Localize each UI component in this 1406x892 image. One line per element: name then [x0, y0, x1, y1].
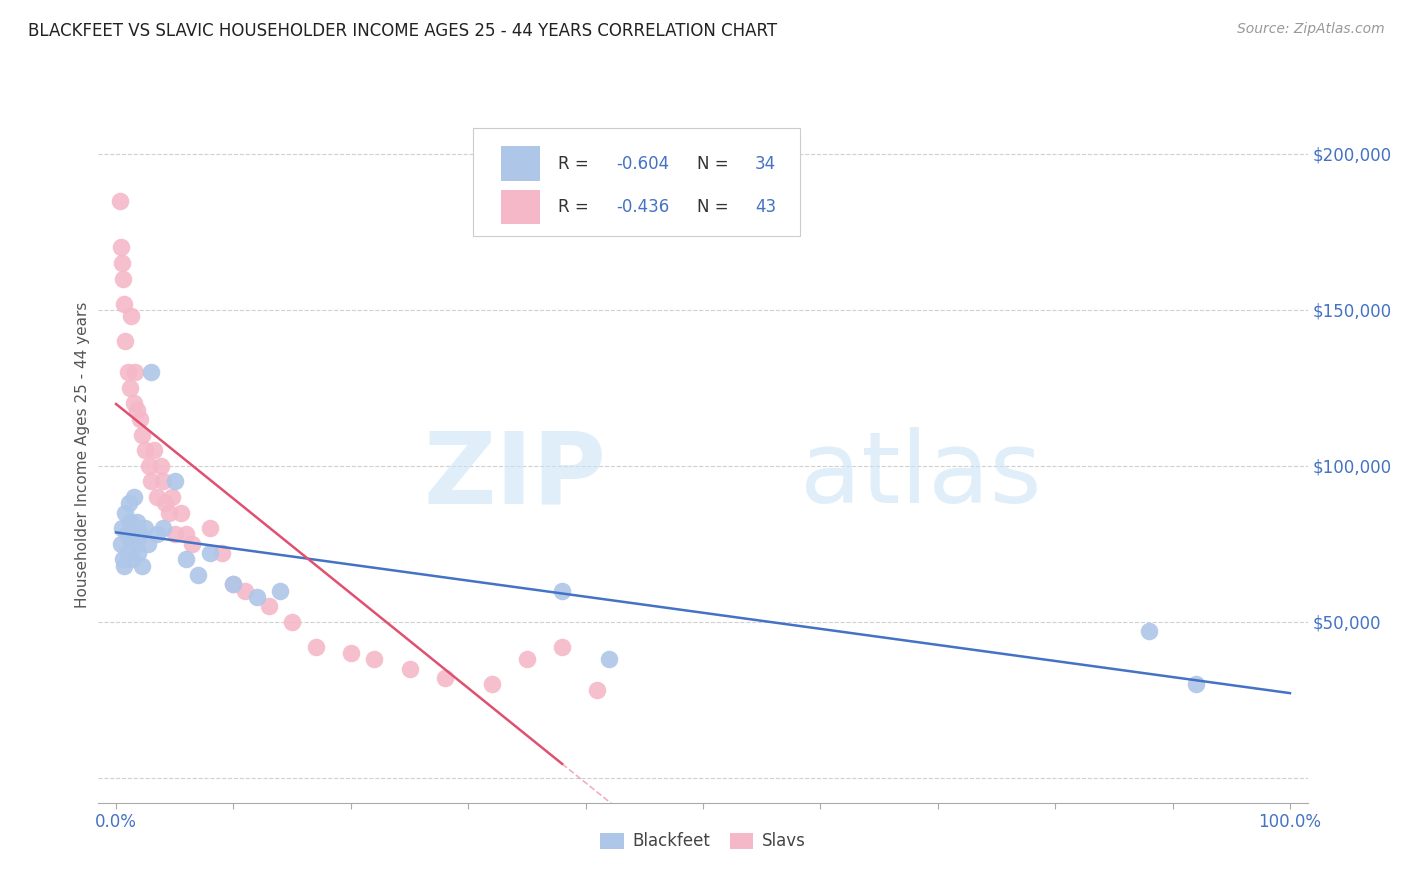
Point	[125, 537, 148, 551]
Text: N =: N =	[697, 198, 734, 216]
Point	[1137, 624, 1160, 639]
Point	[120, 515, 142, 529]
Text: R =: R =	[558, 154, 593, 173]
Point	[222, 577, 245, 591]
Point	[138, 458, 160, 473]
Point	[551, 640, 574, 654]
Point	[120, 381, 142, 395]
Text: atlas: atlas	[800, 427, 1042, 524]
Point	[112, 552, 135, 566]
Point	[128, 527, 150, 541]
Point	[111, 256, 134, 270]
FancyBboxPatch shape	[501, 190, 540, 225]
Point	[131, 558, 153, 573]
Text: Source: ZipAtlas.com: Source: ZipAtlas.com	[1237, 22, 1385, 37]
Point	[281, 615, 304, 629]
Point	[162, 490, 184, 504]
Text: 43: 43	[755, 198, 776, 216]
Point	[155, 496, 177, 510]
Text: ZIP: ZIP	[423, 427, 606, 524]
Point	[176, 527, 198, 541]
Point	[152, 475, 174, 489]
Point	[114, 506, 136, 520]
Point	[146, 527, 169, 541]
Point	[363, 652, 385, 666]
Point	[122, 490, 145, 504]
Point	[115, 527, 138, 541]
Point	[108, 194, 131, 208]
Point	[586, 683, 609, 698]
Text: 34: 34	[755, 154, 776, 173]
Point	[120, 533, 142, 548]
FancyBboxPatch shape	[501, 146, 540, 181]
Point	[152, 521, 174, 535]
Point	[122, 396, 145, 410]
Point	[120, 309, 142, 323]
Point	[131, 427, 153, 442]
Text: R =: R =	[558, 198, 593, 216]
Point	[111, 521, 134, 535]
Point	[163, 527, 186, 541]
Point	[340, 646, 363, 660]
Point	[257, 599, 280, 614]
Point	[112, 271, 135, 285]
Point	[141, 475, 163, 489]
Text: BLACKFEET VS SLAVIC HOUSEHOLDER INCOME AGES 25 - 44 YEARS CORRELATION CHART: BLACKFEET VS SLAVIC HOUSEHOLDER INCOME A…	[28, 22, 778, 40]
Point	[112, 558, 135, 573]
Legend: Blackfeet, Slavs: Blackfeet, Slavs	[593, 826, 813, 857]
Point	[211, 546, 233, 560]
Text: -0.604: -0.604	[616, 154, 669, 173]
Point	[433, 671, 456, 685]
Point	[127, 402, 149, 417]
Point	[114, 334, 136, 348]
Y-axis label: Householder Income Ages 25 - 44 years: Householder Income Ages 25 - 44 years	[75, 301, 90, 608]
Point	[112, 296, 135, 310]
Point	[124, 365, 146, 379]
Point	[117, 365, 139, 379]
Point	[187, 568, 209, 582]
Point	[598, 652, 620, 666]
Point	[181, 537, 204, 551]
Point	[128, 412, 150, 426]
Text: N =: N =	[697, 154, 734, 173]
Point	[163, 475, 186, 489]
Point	[134, 443, 156, 458]
Point	[222, 577, 245, 591]
Point	[117, 546, 139, 560]
Point	[551, 583, 574, 598]
Text: -0.436: -0.436	[616, 198, 669, 216]
Point	[481, 677, 503, 691]
Point	[136, 537, 159, 551]
Point	[110, 240, 132, 254]
Point	[516, 652, 538, 666]
Point	[110, 537, 132, 551]
Point	[198, 521, 221, 535]
Point	[304, 640, 326, 654]
FancyBboxPatch shape	[474, 128, 800, 235]
Point	[121, 552, 143, 566]
Point	[141, 365, 163, 379]
Point	[142, 443, 165, 458]
Point	[124, 521, 146, 535]
Point	[149, 458, 172, 473]
Point	[134, 521, 156, 535]
Point	[127, 546, 149, 560]
Point	[233, 583, 256, 598]
Point	[269, 583, 291, 598]
Point	[157, 506, 180, 520]
Point	[246, 590, 269, 604]
Point	[1185, 677, 1208, 691]
Point	[198, 546, 221, 560]
Point	[169, 506, 191, 520]
Point	[398, 662, 420, 676]
Point	[118, 496, 141, 510]
Point	[127, 515, 149, 529]
Point	[176, 552, 198, 566]
Point	[146, 490, 169, 504]
